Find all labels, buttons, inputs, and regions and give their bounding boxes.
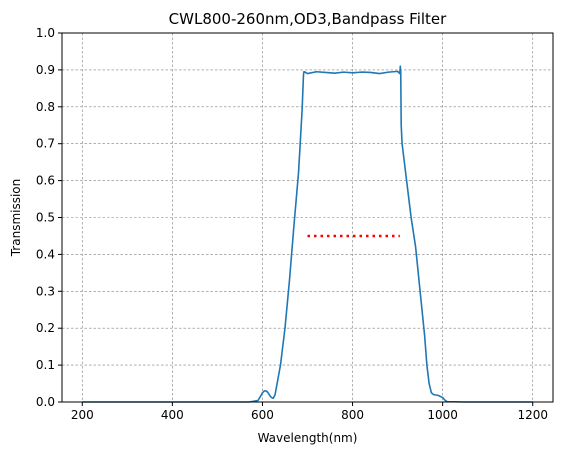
x-axis-label: Wavelength(nm) [258, 431, 358, 445]
y-tick-label: 0.5 [36, 211, 55, 225]
x-tick-label: 200 [71, 408, 94, 422]
chart-title: CWL800-260nm,OD3,Bandpass Filter [169, 10, 447, 28]
y-tick-label: 0.9 [36, 63, 55, 77]
x-tick-label: 800 [341, 408, 364, 422]
y-axis-label: Transmission [9, 179, 23, 258]
x-tick-label: 600 [251, 408, 274, 422]
x-tick-label: 1200 [517, 408, 548, 422]
axis-ticks: 200 400 600 800 1000 1200 0.0 0.1 0.2 0.3 0.4 0.5 0.… [36, 26, 548, 422]
x-tick-label: 400 [161, 408, 184, 422]
y-tick-label: 1.0 [36, 26, 55, 40]
y-tick-label: 0.4 [36, 247, 55, 261]
transmission-line [82, 65, 533, 403]
y-tick-label: 0.7 [36, 137, 55, 151]
y-tick-label: 0.3 [36, 284, 55, 298]
y-tick-label: 0.0 [36, 395, 55, 409]
y-tick-label: 0.2 [36, 321, 55, 335]
y-tick-label: 0.1 [36, 358, 55, 372]
series-layer [82, 65, 533, 403]
y-tick-label: 0.8 [36, 100, 55, 114]
x-tick-label: 1000 [427, 408, 458, 422]
y-tick-label: 0.6 [36, 174, 55, 188]
